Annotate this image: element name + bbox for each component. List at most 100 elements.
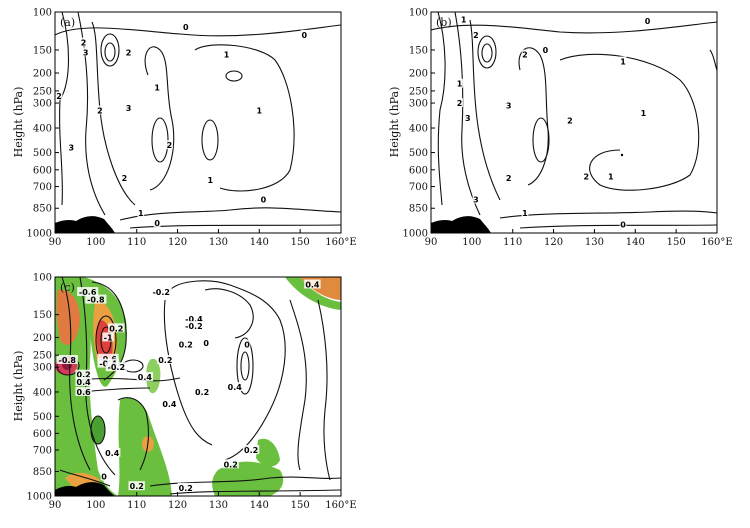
contour-line (317, 299, 331, 481)
contour-label: 3 (126, 104, 132, 113)
y-tick-label: 850 (33, 204, 52, 215)
contour-label: 1 (461, 16, 467, 25)
x-tick-label: 90 (49, 500, 62, 511)
contour-label: 3 (69, 144, 75, 153)
contour-label-halo (640, 108, 647, 118)
contour-label: 3 (83, 48, 89, 57)
contour-label-halo (153, 82, 161, 92)
y-tick-label: 300 (33, 99, 52, 110)
shading-significant (256, 438, 280, 467)
y-tick-label: 400 (409, 124, 428, 135)
x-tick-label: 130 (209, 237, 228, 248)
contour-line (225, 70, 243, 82)
y-tick-label: 200 (33, 68, 52, 79)
contour-line (151, 117, 169, 163)
shading-significant (91, 416, 105, 444)
contour-line (59, 12, 70, 206)
contour-label: 2 (122, 174, 128, 183)
contour-label: 0 (183, 23, 189, 32)
contour-label-halo (55, 90, 63, 100)
contour-line (119, 207, 341, 221)
contour-line (104, 42, 116, 62)
contour-label-halo (150, 287, 172, 297)
contour-label: 3 (473, 196, 479, 205)
contour-line (477, 35, 497, 69)
panel-b-label: (b) (436, 16, 452, 29)
contour-label-halo (183, 321, 205, 331)
contour-label-halo (75, 386, 92, 396)
contour-label: 0.2 (179, 484, 193, 493)
panel-a-y-axis-label: Height (hPa) (12, 87, 25, 158)
y-tick-label: 200 (33, 333, 52, 344)
panel-a-y-ticks: 100 150 200 250 300 400 500 600 700 850 1000 (27, 8, 59, 240)
contour-label-halo (464, 113, 472, 123)
contour-label: 2 (167, 141, 173, 150)
x-tick-label: 120 (168, 237, 187, 248)
contour-label: 2 (457, 99, 463, 108)
contour-label-halo (202, 337, 210, 347)
x-tick-label: 110 (127, 237, 146, 248)
contour-label: 2 (56, 92, 62, 101)
contour-line (559, 53, 700, 191)
contour-label: 2 (97, 107, 103, 116)
y-tick-label: 250 (409, 86, 428, 97)
contour-label: 2 (522, 51, 528, 60)
contour-label: 1 (608, 173, 614, 182)
x-tick-label: 110 (127, 500, 146, 511)
contour-label-halo (80, 37, 87, 47)
contour-label-halo (521, 208, 529, 218)
contour-label-halo (56, 355, 78, 365)
contour-label-halo (82, 47, 90, 57)
y-tick-label: 850 (409, 204, 428, 215)
contour-label-halo (153, 218, 161, 228)
contour-line (454, 12, 481, 216)
panel-a-label: (a) (60, 16, 75, 29)
contour-label: 2 (473, 31, 479, 40)
x-tick-label: 150 (667, 237, 686, 248)
contour-label-halo (619, 219, 627, 229)
y-tick-label: 500 (33, 148, 52, 159)
contour-label-halo (255, 105, 263, 115)
contour-label: -0.4 (185, 315, 203, 324)
contour-label: 0.4 (138, 373, 153, 382)
x-tick-label: 150 (291, 500, 310, 511)
contour-label: 0.2 (130, 482, 144, 491)
contour-label: 0 (645, 17, 651, 26)
contour-line (194, 44, 295, 192)
contour-line (169, 489, 341, 495)
contour-label-halo (121, 173, 128, 183)
contour-label-halo (100, 471, 108, 481)
contour-line (81, 387, 151, 393)
contour-label: 0 (301, 31, 307, 40)
contour-label: 0 (154, 219, 160, 228)
contour-label-halo (166, 140, 173, 150)
contour-label-halo (521, 49, 529, 59)
contour-label-halo (582, 171, 590, 181)
contour-label: 1 (138, 209, 144, 218)
terrain-mask (55, 482, 115, 496)
y-tick-label: 1000 (403, 229, 428, 240)
contour-label-halo (226, 382, 243, 392)
contour-label-halo (102, 332, 114, 342)
contour-label-halo (104, 447, 121, 457)
contour-label: 0 (543, 46, 549, 55)
contour-label: -1 (104, 333, 113, 342)
contour-dot (620, 153, 624, 157)
contour-label-halo (542, 45, 549, 55)
contour-label: 2 (81, 38, 87, 47)
contour-label: -0.8 (87, 296, 105, 305)
panel-a-x-ticks: 90 100 110 120 130 140 150 160°E (49, 229, 357, 248)
contour-label: 0 (244, 341, 250, 350)
contour-label: 0 (261, 196, 267, 205)
contour-label-halo (67, 142, 75, 152)
contour-label-halo (105, 362, 127, 372)
contour-label: 0 (203, 339, 209, 348)
x-tick-label: 110 (503, 237, 522, 248)
x-tick-label: 100 (462, 237, 481, 248)
shading-significant (146, 358, 161, 394)
